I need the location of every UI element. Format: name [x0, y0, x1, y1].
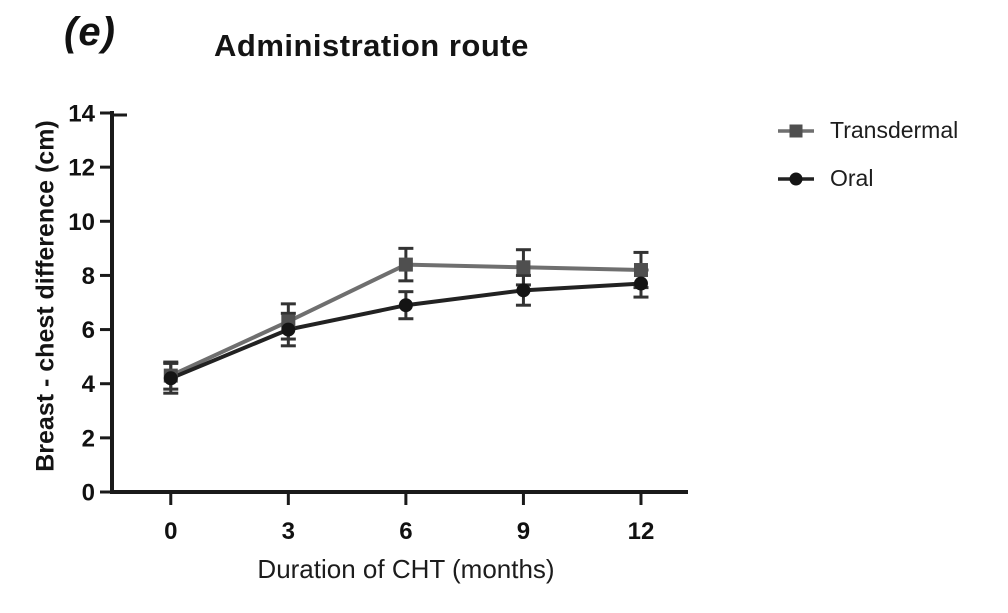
- y-tick-label: 2: [82, 425, 95, 452]
- y-tick-label: 12: [68, 155, 95, 182]
- y-tick-label: 6: [82, 317, 95, 344]
- series-markers-oral: [163, 276, 648, 386]
- y-tick-label: 8: [82, 263, 95, 290]
- x-tick-label: 9: [517, 518, 530, 545]
- x-axis-ticks: 0 3 6 9 12: [164, 492, 654, 545]
- y-tick-label: 10: [68, 209, 95, 236]
- legend-label-transdermal: Transdermal: [830, 117, 959, 143]
- y-axis-ticks: 0 2 4 6 8 10 12 14: [68, 101, 112, 507]
- y-tick-label: 0: [82, 480, 95, 507]
- y-tick-label: 14: [68, 101, 95, 128]
- x-tick-label: 0: [164, 518, 177, 545]
- x-tick-label: 6: [399, 518, 412, 545]
- x-tick-label: 3: [282, 518, 295, 545]
- chart-title: Administration route: [214, 28, 529, 63]
- legend-item-transdermal: Transdermal: [778, 117, 958, 144]
- x-tick-label: 12: [628, 518, 655, 545]
- legend: Transdermal Oral: [778, 117, 958, 192]
- panel-label: (e): [64, 10, 116, 54]
- legend-label-oral: Oral: [830, 165, 874, 191]
- circle-marker-icon: [778, 172, 814, 185]
- x-axis-label: Duration of CHT (months): [257, 554, 555, 584]
- axes: [110, 111, 688, 494]
- square-marker-icon: [778, 124, 814, 137]
- legend-item-oral: Oral: [778, 165, 958, 192]
- y-tick-label: 4: [82, 371, 96, 398]
